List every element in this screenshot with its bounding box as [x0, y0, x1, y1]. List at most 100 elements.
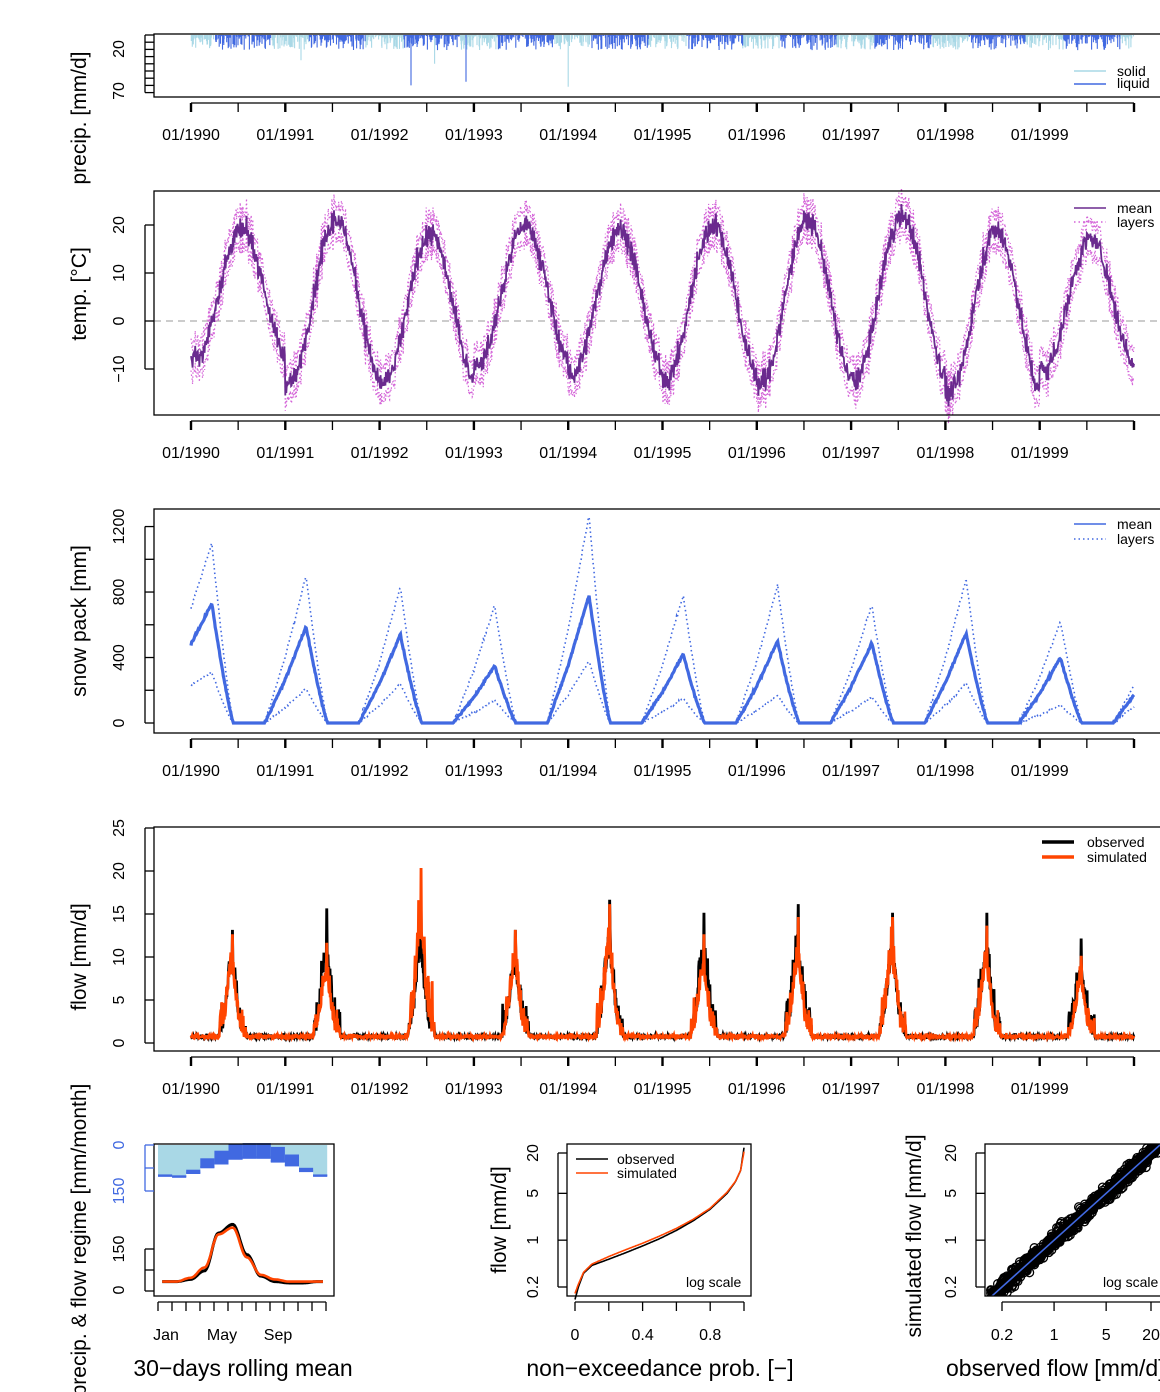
regime-precip-liquid-bar: [228, 1144, 243, 1160]
snowpack-xtick-label: 01/1991: [256, 763, 314, 780]
temperature-xtick-label: 01/1999: [1011, 445, 1069, 462]
snowpack-ytick-label: 1200: [111, 509, 128, 545]
flow-xtick-label: 01/1999: [1011, 1081, 1069, 1098]
scatter-ytick-label: 0.2: [943, 1276, 960, 1298]
flow-ylabel: flow [mm/d]: [68, 903, 91, 1010]
snowpack-ytick-label: 0: [111, 718, 128, 727]
regime-precip-liquid-bar: [172, 1175, 187, 1178]
precip-xtick-label: 01/1991: [256, 127, 314, 144]
flow-xtick-label: 01/1994: [539, 1081, 597, 1098]
precip-legend-liquid: liquid: [1117, 75, 1150, 91]
precip-xtick-label: 01/1990: [162, 127, 220, 144]
scatter-point: [1083, 1201, 1094, 1212]
regime-plot-area: [158, 1143, 328, 1285]
regime-precip-liquid-bar: [186, 1169, 201, 1174]
temperature-plot-area: [154, 187, 1160, 424]
scatter-point: [989, 1299, 997, 1307]
scatter-point: [1156, 1135, 1160, 1143]
snowpack-xtick-label: 01/1998: [916, 763, 974, 780]
temperature-xtick-label: 01/1993: [445, 445, 503, 462]
scatter-points-group: [985, 1135, 1160, 1307]
scatter-ytick-label: 1: [943, 1236, 960, 1245]
scatter-point: [1019, 1255, 1030, 1265]
scatter-point: [1015, 1271, 1026, 1282]
fdc-xtick-label: 0.8: [699, 1327, 721, 1344]
regime-precip-liquid-bar: [299, 1167, 314, 1172]
scatter-point: [988, 1299, 996, 1307]
scatter-ytick-label: 5: [943, 1189, 960, 1198]
snowpack-xtick-label: 01/1995: [634, 763, 692, 780]
fdc-legend-observed: observed: [617, 1151, 675, 1167]
temperature-ytick-label: 0: [111, 316, 128, 325]
temperature-legend-mean: mean: [1117, 200, 1152, 216]
scatter-point: [1008, 1269, 1019, 1280]
fdc-ytick-label: 1: [525, 1236, 542, 1245]
regime-panel: 0 150 150 0 precip. & flow regime [mm/mo…: [68, 1084, 353, 1392]
fdc-xtick-label: 0: [571, 1327, 580, 1344]
fdc-ylabel: flow [mm/d]: [488, 1166, 511, 1273]
fdc-legend-simulated: simulated: [617, 1165, 677, 1181]
fdc-ytick-label: 0.2: [525, 1276, 542, 1298]
flow-ytick-label: 10: [111, 948, 128, 966]
precip-ylabel: precip. [mm/d]: [68, 51, 91, 184]
snowpack-ytick-label: 400: [111, 644, 128, 671]
regime-axes: [144, 1144, 327, 1311]
temperature-xtick-label: 01/1990: [162, 445, 220, 462]
scatter-axes: 0.2 0.2 1 1 5 5 20 20: [943, 1144, 1160, 1344]
precip-xtick-label: 01/1992: [351, 127, 409, 144]
flow-ytick-label: 0: [111, 1038, 128, 1047]
temperature-ytick-label: −10: [111, 355, 128, 382]
temperature-y-axis: −10 0 10 20: [111, 216, 154, 383]
temperature-ylabel: temp. [°C]: [68, 247, 91, 341]
temperature-ytick-label: 20: [111, 216, 128, 234]
snowpack-legend-layers: layers: [1117, 531, 1154, 547]
precip-solid-bars: [190, 35, 1135, 87]
scatter-point: [988, 1298, 996, 1306]
scatter-panel: 0.2 0.2 1 1 5 5 20 20 simulated flow [mm/d] obs…: [903, 1134, 1160, 1381]
snowpack-x-axis: 01/1990 01/1991 01/1992 01/1993 01/1994 01/19…: [162, 738, 1136, 780]
precip-xtick-label: 01/1996: [728, 127, 786, 144]
flow-ytick-label: 15: [111, 905, 128, 923]
regime-precip-liquid-bar: [270, 1146, 285, 1163]
temperature-layers-lower: [190, 220, 1135, 424]
flow-y-axis: 0 5 10 15 20 25: [111, 819, 154, 1047]
scatter-one-to-one-line: [990, 1144, 1160, 1296]
precip-xtick-label: 01/1995: [634, 127, 692, 144]
temperature-mean-line: [190, 203, 1135, 407]
scatter-point: [1103, 1184, 1113, 1195]
regime-ytick-flow-150: 150: [111, 1236, 128, 1263]
flow-xtick-label: 01/1996: [728, 1081, 786, 1098]
snowpack-xtick-label: 01/1996: [728, 763, 786, 780]
regime-ytick-precip-0: 0: [111, 1140, 128, 1149]
regime-precip-liquid-bar: [214, 1150, 229, 1164]
snowpack-y-axis: 0 400 800 1200: [111, 509, 154, 727]
fdc-plot-area: [574, 1147, 745, 1300]
scatter-xtick-label: 5: [1102, 1327, 1111, 1344]
snowpack-xtick-label: 01/1993: [445, 763, 503, 780]
precip-x-axis: 01/1990 01/1991 01/1992 01/1993 01/1994 01/19…: [162, 102, 1136, 144]
regime-ytick-flow-0: 0: [111, 1285, 128, 1294]
regime-precip-total-area: [158, 1145, 328, 1178]
scatter-point: [988, 1294, 995, 1296]
fdc-simulated-line: [574, 1151, 745, 1294]
scatter-point: [989, 1287, 1000, 1296]
temperature-legend: mean layers: [1074, 200, 1154, 230]
regime-xtick-sep: Sep: [264, 1327, 293, 1344]
scatter-point: [1046, 1245, 1057, 1255]
scatter-xtick-label: 20: [1142, 1327, 1160, 1344]
scatter-point: [1130, 1164, 1141, 1175]
snowpack-xtick-label: 01/1990: [162, 763, 220, 780]
scatter-point: [1152, 1144, 1160, 1151]
snowpack-mean-line: [189, 595, 1136, 726]
flow-xtick-label: 01/1997: [822, 1081, 880, 1098]
regime-precip-liquid-bar: [200, 1158, 215, 1168]
snowpack-ytick-label: 800: [111, 579, 128, 606]
snowpack-plot-area: [189, 515, 1136, 726]
temperature-x-axis: 01/1990 01/1991 01/1992 01/1993 01/1994 01/19…: [162, 420, 1136, 462]
temperature-xtick-label: 01/1991: [256, 445, 314, 462]
regime-xtick-may: May: [207, 1327, 237, 1344]
regime-precip-liquid-bar: [256, 1143, 271, 1159]
snowpack-legend: mean layers: [1074, 516, 1154, 547]
temperature-xtick-label: 01/1995: [634, 445, 692, 462]
precip-ytick-70: 70: [111, 82, 128, 100]
